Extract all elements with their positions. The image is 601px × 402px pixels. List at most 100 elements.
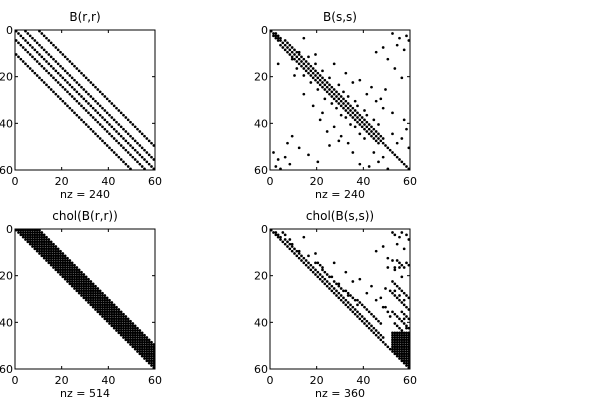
data-point — [370, 329, 373, 332]
data-point — [33, 228, 37, 232]
data-point — [45, 252, 48, 255]
data-point — [24, 233, 27, 237]
data-point — [96, 296, 100, 300]
data-point — [351, 111, 355, 115]
data-point — [35, 240, 39, 244]
data-point — [26, 235, 30, 239]
data-point — [105, 130, 109, 133]
data-point — [68, 106, 72, 110]
data-point — [136, 127, 139, 131]
data-point — [140, 331, 144, 335]
data-point — [66, 275, 69, 279]
data-point — [370, 130, 373, 133]
data-point — [400, 357, 404, 360]
data-point — [98, 298, 102, 302]
data-point — [112, 137, 116, 140]
data-point — [94, 308, 97, 311]
data-point — [370, 284, 373, 288]
data-point — [94, 294, 97, 297]
data-point — [89, 298, 93, 302]
data-point — [140, 155, 144, 159]
data-point — [98, 113, 102, 117]
data-point — [63, 256, 67, 260]
data-point — [400, 329, 404, 332]
data-point — [335, 294, 338, 297]
data-point — [122, 333, 125, 337]
data-point — [56, 71, 60, 75]
data-point — [98, 301, 102, 304]
data-point — [133, 125, 137, 129]
data-point — [286, 141, 289, 145]
data-point — [117, 308, 121, 311]
data-point — [77, 83, 81, 87]
data-point — [136, 336, 139, 339]
data-point — [339, 95, 343, 98]
data-point — [110, 315, 114, 318]
data-point — [126, 324, 130, 328]
data-point — [140, 343, 144, 346]
data-point — [332, 287, 336, 290]
data-point — [365, 113, 369, 117]
data-point — [59, 74, 62, 77]
data-point — [286, 50, 289, 54]
data-point — [143, 354, 146, 358]
data-point — [302, 92, 306, 96]
data-point — [89, 289, 93, 293]
data-point — [101, 291, 104, 295]
data-point — [122, 315, 125, 318]
data-point — [402, 331, 406, 335]
data-point — [54, 92, 58, 96]
data-point — [346, 95, 350, 98]
data-point — [307, 254, 310, 258]
data-point — [115, 324, 118, 328]
data-point — [101, 315, 104, 318]
data-point — [117, 109, 121, 112]
data-point — [316, 88, 320, 91]
data-point — [400, 310, 404, 314]
data-point — [400, 289, 404, 293]
data-point — [391, 259, 394, 262]
data-point — [49, 252, 53, 255]
data-point — [24, 62, 27, 66]
data-point — [119, 158, 123, 161]
data-point — [143, 345, 146, 349]
data-point — [35, 238, 39, 241]
data-point — [386, 266, 390, 269]
axes-frame — [14, 228, 156, 370]
data-point — [77, 273, 81, 276]
data-point — [70, 76, 74, 80]
data-point — [52, 266, 55, 269]
axes-frame — [269, 228, 411, 370]
data-point — [323, 88, 327, 91]
data-point — [28, 53, 32, 56]
data-point — [101, 125, 104, 129]
data-point — [140, 347, 144, 351]
data-point — [115, 139, 118, 143]
data-point — [47, 85, 51, 89]
data-point — [316, 71, 320, 75]
data-point — [407, 336, 411, 339]
data-point — [328, 287, 331, 290]
data-point — [332, 97, 336, 101]
data-point — [45, 247, 48, 251]
data-point — [42, 247, 46, 251]
data-point — [75, 273, 79, 276]
data-point — [293, 57, 296, 61]
data-point — [335, 282, 338, 286]
data-point — [42, 238, 46, 241]
data-point — [395, 296, 399, 300]
data-point — [45, 256, 48, 260]
data-point — [28, 228, 32, 232]
data-point — [61, 275, 65, 279]
y-axis-tick-label-20: 20 — [254, 71, 268, 84]
data-point — [110, 102, 114, 105]
data-point — [119, 111, 123, 115]
data-point — [407, 238, 411, 241]
data-point — [52, 263, 55, 267]
data-point — [407, 308, 411, 311]
data-point — [398, 357, 401, 360]
data-point — [129, 322, 132, 325]
data-point — [288, 48, 292, 52]
data-point — [321, 81, 324, 84]
data-point — [145, 354, 149, 358]
